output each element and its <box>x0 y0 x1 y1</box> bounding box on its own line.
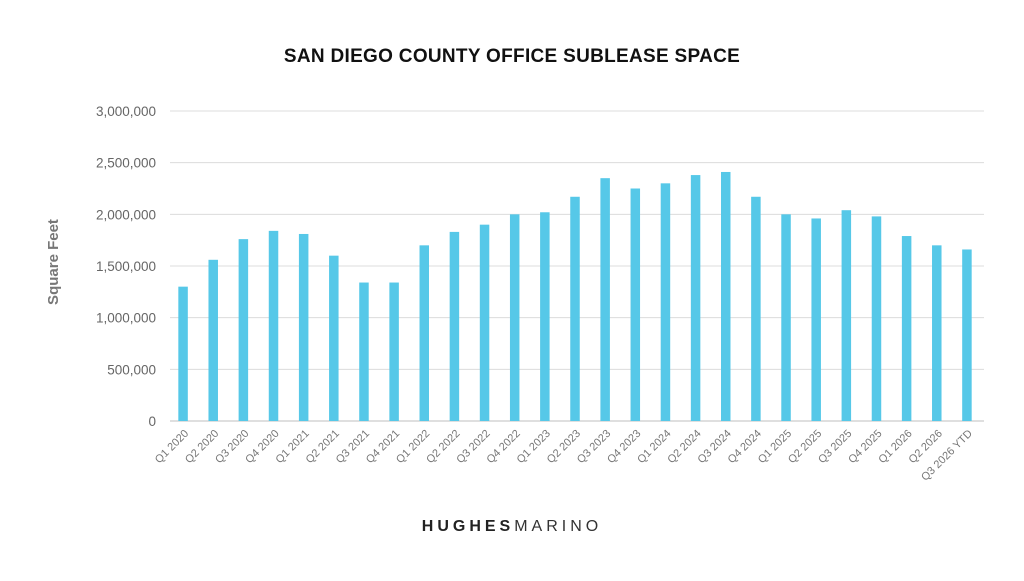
chart-title: SAN DIEGO COUNTY OFFICE SUBLEASE SPACE <box>283 46 741 67</box>
y-tick-label: 1,000,000 <box>96 311 156 326</box>
bar <box>479 224 490 421</box>
y-tick-label: 2,000,000 <box>96 207 156 222</box>
y-tick-label: 0 <box>148 414 156 429</box>
bar <box>389 282 399 421</box>
bar <box>178 286 188 421</box>
bar <box>419 245 430 421</box>
bars <box>178 171 972 421</box>
bar <box>208 259 218 421</box>
bar <box>932 245 942 421</box>
bar <box>540 212 550 421</box>
bar <box>901 236 912 421</box>
bar <box>600 178 610 421</box>
bar <box>871 216 882 421</box>
bar <box>962 249 972 421</box>
y-tick-label: 1,500,000 <box>96 259 156 274</box>
y-tick-label: 3,000,000 <box>96 104 156 119</box>
logo-part-marino: MARINO <box>514 518 603 535</box>
bar <box>720 171 731 421</box>
bar <box>449 231 460 421</box>
bar <box>268 230 279 421</box>
y-axis-ticks: 0 500,000 1,000,000 1,500,000 2,000,000 2,500… <box>96 104 156 429</box>
bar <box>509 214 520 421</box>
bar <box>570 196 580 421</box>
bar <box>630 188 641 421</box>
y-tick-label: 2,500,000 <box>96 156 156 171</box>
bar <box>751 196 761 421</box>
bar <box>781 214 791 421</box>
y-axis-label: Square Feet <box>45 219 62 305</box>
logo-part-hughes: HUGHES <box>421 518 515 535</box>
y-tick-label: 500,000 <box>107 362 156 377</box>
bar <box>660 183 671 421</box>
bar <box>329 255 339 421</box>
bar <box>238 239 249 421</box>
bar <box>298 233 309 421</box>
company-logo: HUGHESMARINO <box>0 518 1024 536</box>
bar <box>690 175 701 421</box>
bar <box>811 218 821 421</box>
bar <box>841 210 852 421</box>
bar <box>359 282 369 421</box>
